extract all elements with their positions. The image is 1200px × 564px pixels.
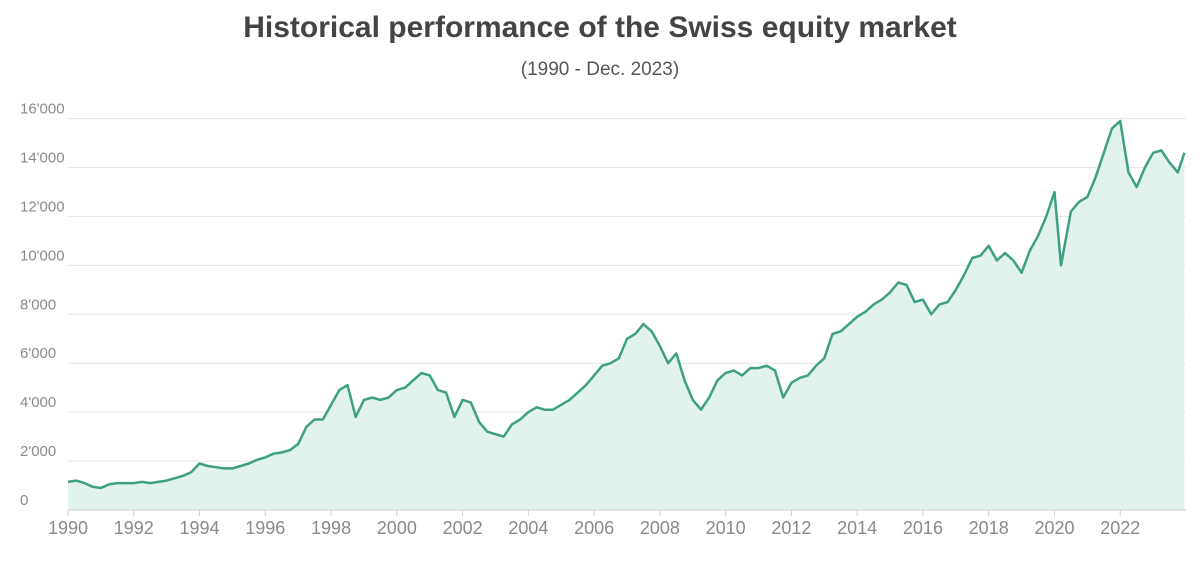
x-tick-label: 1994 [180,518,220,538]
x-tick-label: 2020 [1034,518,1074,538]
x-tick-label: 1996 [245,518,285,538]
y-tick-label: 14'000 [20,149,65,166]
axes: 0 2'000 4'000 6'000 8'000 10'000 12'000 14'000 1… [20,101,1186,538]
x-tick-label: 1992 [114,518,154,538]
x-tick-label: 2006 [574,518,614,538]
x-tick-label: 2022 [1100,518,1140,538]
x-tick-label: 2008 [640,518,680,538]
x-tick-label: 2000 [377,518,417,538]
y-tick-label: 12'000 [20,198,65,215]
x-tick-label: 2004 [508,518,548,538]
x-tick-label: 2018 [969,518,1009,538]
x-tick-label: 2014 [837,518,877,538]
x-tick-label: 2012 [771,518,811,538]
y-tick-label: 4'000 [20,394,56,411]
y-tick-label: 16'000 [20,101,65,118]
chart-title: Historical performance of the Swiss equi… [243,11,957,44]
chart-subtitle: (1990 - Dec. 2023) [521,59,679,80]
plot [67,119,1186,510]
x-tick-label: 1998 [311,518,351,538]
area [68,121,1185,510]
x-tick-label: 2010 [706,518,746,538]
y-tick-label: 6'000 [20,345,56,362]
y-tick-label: 0 [20,492,28,509]
y-tick-label: 10'000 [20,247,65,264]
x-tick-label: 1990 [48,518,88,538]
y-tick-label: 8'000 [20,296,56,313]
y-tick-label: 2'000 [20,443,56,460]
line [67,119,1186,490]
x-tick-label: 2016 [903,518,943,538]
x-tick-label: 2002 [443,518,483,538]
